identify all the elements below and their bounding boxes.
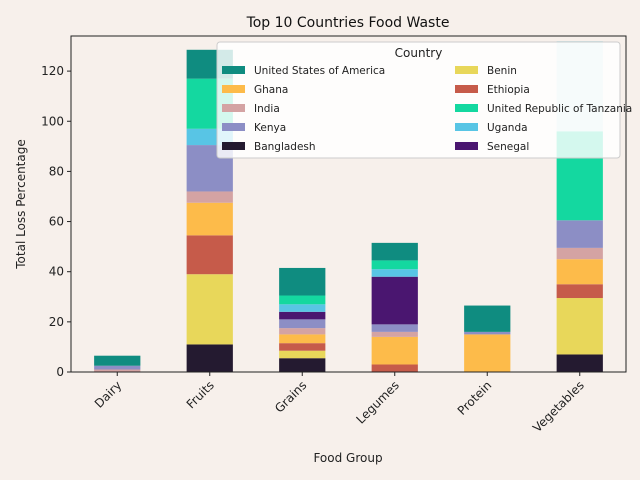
bar-legumes-united-republic-of-tanzania xyxy=(371,260,418,270)
bar-fruits-india xyxy=(186,191,233,203)
legend-swatch-united-states-of-america xyxy=(222,66,245,74)
x-tick-label-fruits: Fruits xyxy=(184,378,217,411)
legend-label-united-states-of-america: United States of America xyxy=(254,65,385,77)
legend-title: Country xyxy=(395,46,443,60)
y-tick-label: 100 xyxy=(41,114,64,128)
y-axis-title: Total Loss Percentage xyxy=(14,139,28,269)
bar-grains-united-states-of-america xyxy=(279,267,326,296)
x-tick-label-protein: Protein xyxy=(455,378,495,418)
bar-grains-ethiopia xyxy=(279,343,326,351)
legend-label-ghana: Ghana xyxy=(254,84,288,96)
x-tick-label-vegetables: Vegetables xyxy=(530,378,587,435)
legend-label-uganda: Uganda xyxy=(487,122,528,134)
bar-legumes-india xyxy=(371,331,418,337)
bar-grains-kenya xyxy=(279,319,326,329)
bar-fruits-benin xyxy=(186,274,233,345)
bar-vegetables-benin xyxy=(556,298,603,355)
bar-legumes-uganda xyxy=(371,269,418,277)
x-tick-label-dairy: Dairy xyxy=(92,378,125,411)
bar-vegetables-ethiopia xyxy=(556,284,603,299)
legend-label-united-republic-of-tanzania: United Republic of Tanzania xyxy=(487,103,632,115)
bar-grains-ghana xyxy=(279,334,326,344)
bar-dairy-united-states-of-america xyxy=(94,355,141,366)
bar-grains-senegal xyxy=(279,311,326,320)
bar-vegetables-bangladesh xyxy=(556,354,603,372)
bar-fruits-ghana xyxy=(186,202,233,236)
y-tick-label: 120 xyxy=(41,64,64,78)
legend-label-india: India xyxy=(254,103,280,115)
legend: Country United States of America Benin Ghan… xyxy=(216,41,632,159)
legend-label-kenya: Kenya xyxy=(254,122,286,134)
legend-swatch-kenya xyxy=(222,123,245,131)
bar-grains-united-republic-of-tanzania xyxy=(279,295,326,305)
bar-legumes-ghana xyxy=(371,336,418,365)
y-axis: 0 20 40 60 80 100 120 xyxy=(41,64,71,379)
legend-label-ethiopia: Ethiopia xyxy=(487,84,530,96)
legend-swatch-ghana xyxy=(222,85,245,93)
bar-protein-united-states-of-america xyxy=(464,305,511,332)
bar-dairy-india xyxy=(94,369,141,372)
x-tick-label-legumes: Legumes xyxy=(354,378,402,426)
y-tick-label: 40 xyxy=(49,265,64,279)
legend-label-senegal: Senegal xyxy=(487,141,529,153)
plot-frame xyxy=(70,35,627,373)
bar-vegetables-ghana xyxy=(556,259,603,285)
y-tick-label: 20 xyxy=(49,315,64,329)
legend-box xyxy=(216,41,621,159)
legend-swatch-ethiopia xyxy=(455,85,478,93)
bar-grains-uganda xyxy=(279,304,326,312)
bar-legumes-senegal xyxy=(371,276,418,325)
bar-vegetables-india xyxy=(556,247,603,260)
x-axis: Dairy Fruits Grains Legumes Protein Vegetable… xyxy=(92,372,587,435)
y-tick-label: 60 xyxy=(49,215,64,229)
bar-vegetables-kenya xyxy=(556,220,603,248)
legend-label-bangladesh: Bangladesh xyxy=(254,141,316,153)
bar-grains-bangladesh xyxy=(279,358,326,372)
bar-protein-kenya xyxy=(464,331,511,335)
bar-legumes-kenya xyxy=(371,324,418,332)
bar-grains-benin xyxy=(279,350,326,359)
legend-swatch-benin xyxy=(455,66,478,74)
bar-dairy-kenya xyxy=(94,365,141,370)
bar-fruits-ethiopia xyxy=(186,235,233,275)
y-tick-label: 0 xyxy=(56,365,64,379)
y-tick-label: 80 xyxy=(49,164,64,178)
legend-swatch-senegal xyxy=(455,142,478,150)
bar-legumes-united-states-of-america xyxy=(371,242,418,261)
x-tick-label-grains: Grains xyxy=(272,378,309,415)
x-axis-title: Food Group xyxy=(313,451,382,465)
legend-swatch-united-republic-of-tanzania xyxy=(455,104,478,112)
legend-swatch-uganda xyxy=(455,123,478,131)
bars-group xyxy=(94,41,603,372)
bar-legumes-ethiopia xyxy=(371,364,418,372)
bar-fruits-bangladesh xyxy=(186,344,233,372)
legend-label-benin: Benin xyxy=(487,65,517,77)
bar-protein-ghana xyxy=(464,334,511,372)
chart-title: Top 10 Countries Food Waste xyxy=(246,15,450,31)
legend-swatch-bangladesh xyxy=(222,142,245,150)
bar-grains-india xyxy=(279,328,326,335)
legend-swatch-india xyxy=(222,104,245,112)
